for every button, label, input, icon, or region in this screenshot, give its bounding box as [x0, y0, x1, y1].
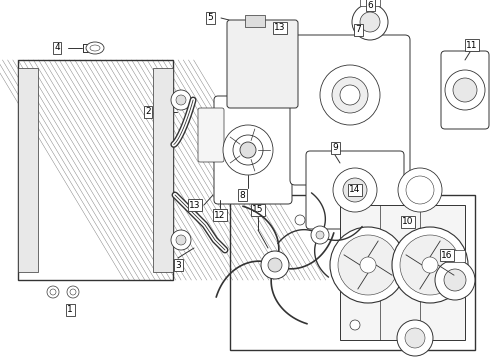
Circle shape	[350, 320, 360, 330]
Circle shape	[445, 70, 485, 110]
FancyBboxPatch shape	[227, 20, 298, 108]
Circle shape	[70, 289, 76, 295]
Circle shape	[333, 168, 377, 212]
Circle shape	[352, 4, 388, 40]
Bar	[245, 15, 265, 27]
Circle shape	[406, 176, 434, 204]
Bar	[230, 195, 475, 350]
Ellipse shape	[90, 45, 100, 51]
Circle shape	[176, 95, 186, 105]
Text: 16: 16	[441, 251, 453, 260]
Circle shape	[340, 85, 360, 105]
Circle shape	[360, 257, 376, 273]
FancyBboxPatch shape	[441, 51, 489, 129]
Circle shape	[261, 251, 289, 279]
Circle shape	[171, 90, 191, 110]
Circle shape	[233, 135, 263, 165]
Circle shape	[295, 215, 305, 225]
Text: 7: 7	[355, 26, 361, 35]
Circle shape	[332, 77, 368, 113]
FancyBboxPatch shape	[290, 35, 410, 185]
Circle shape	[400, 235, 460, 295]
Ellipse shape	[86, 42, 104, 54]
Circle shape	[453, 78, 477, 102]
Text: 12: 12	[214, 211, 226, 220]
Circle shape	[320, 65, 380, 125]
Circle shape	[47, 286, 59, 298]
Circle shape	[316, 231, 324, 239]
Circle shape	[330, 227, 406, 303]
Text: 3: 3	[175, 261, 181, 270]
Circle shape	[360, 12, 380, 32]
Circle shape	[444, 269, 466, 291]
Text: 13: 13	[189, 201, 201, 210]
FancyBboxPatch shape	[306, 151, 404, 229]
Circle shape	[50, 289, 56, 295]
Text: 13: 13	[274, 23, 286, 32]
Text: 14: 14	[349, 185, 361, 194]
Circle shape	[398, 168, 442, 212]
Circle shape	[405, 328, 425, 348]
Text: 10: 10	[402, 217, 414, 226]
Circle shape	[343, 178, 367, 202]
Text: 8: 8	[239, 190, 245, 199]
Circle shape	[176, 235, 186, 245]
Text: 9: 9	[332, 144, 338, 153]
Bar	[18, 60, 173, 280]
Bar	[340, 205, 465, 340]
Text: 6: 6	[367, 0, 373, 9]
FancyBboxPatch shape	[214, 96, 292, 204]
Text: 1: 1	[67, 306, 73, 315]
Text: 11: 11	[466, 40, 478, 49]
Bar	[18, 68, 38, 272]
FancyBboxPatch shape	[198, 108, 224, 162]
Text: 15: 15	[252, 206, 264, 215]
Circle shape	[268, 258, 282, 272]
Bar	[445, 250, 465, 262]
Circle shape	[171, 230, 191, 250]
Circle shape	[311, 226, 329, 244]
Circle shape	[338, 235, 398, 295]
Circle shape	[240, 142, 256, 158]
Circle shape	[392, 227, 468, 303]
Text: 4: 4	[54, 44, 60, 53]
Circle shape	[67, 286, 79, 298]
Circle shape	[422, 257, 438, 273]
Text: 2: 2	[145, 108, 151, 117]
Text: 5: 5	[207, 13, 213, 22]
Circle shape	[435, 260, 475, 300]
Circle shape	[223, 125, 273, 175]
Bar	[153, 68, 173, 272]
Bar	[360, 0, 380, 6]
Circle shape	[397, 320, 433, 356]
